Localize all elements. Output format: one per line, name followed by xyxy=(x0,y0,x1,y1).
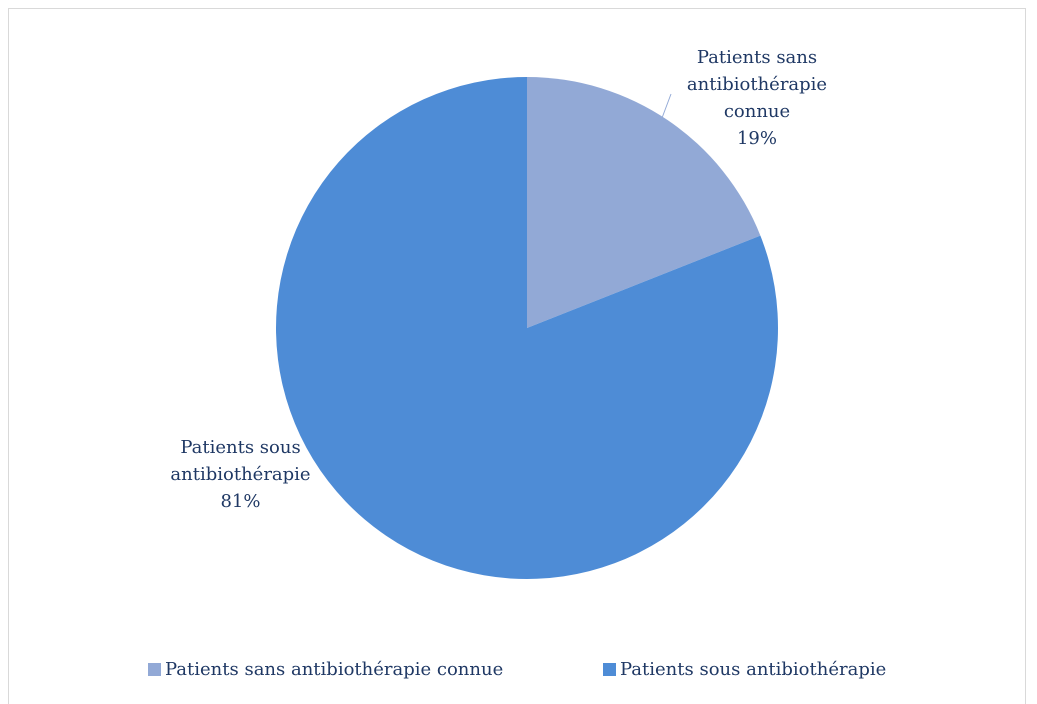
data-label-name: Patients sous antibiothérapie xyxy=(170,437,311,485)
legend-swatch xyxy=(603,663,616,676)
data-label: Patients sans antibiothérapie connue 19% xyxy=(672,44,842,152)
legend-item: Patients sans antibiothérapie connue xyxy=(148,659,503,681)
legend-label: Patients sans antibiothérapie connue xyxy=(165,659,504,680)
legend-label: Patients sous antibiothérapie xyxy=(620,659,887,680)
data-label-value: 19% xyxy=(736,128,777,149)
data-label-value: 81% xyxy=(220,491,261,512)
legend-swatch xyxy=(148,663,161,676)
data-label-name: Patients sans antibiothérapie connue xyxy=(686,47,828,122)
pie-slice xyxy=(527,77,761,328)
chart-border xyxy=(8,8,1026,704)
leader-line xyxy=(661,93,672,119)
data-label: Patients sous antibiothérapie 81% xyxy=(158,434,323,515)
pie-slice xyxy=(275,77,778,579)
legend-item: Patients sous antibiothérapie xyxy=(603,659,886,681)
